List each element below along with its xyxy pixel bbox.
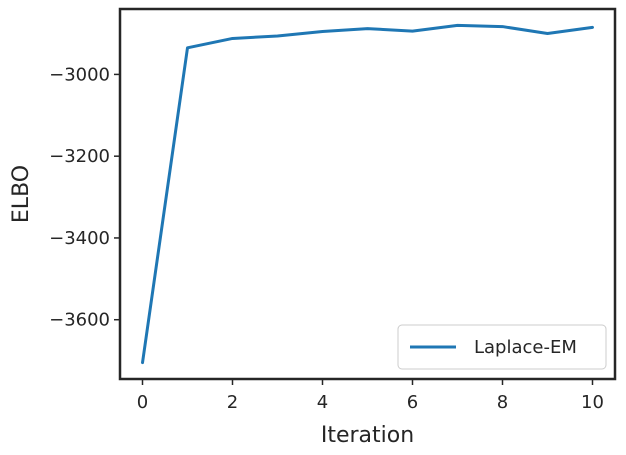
legend: Laplace-EM [397,324,607,370]
series-line-laplace-em [141,23,594,365]
plot-frame [118,7,617,381]
x-tick-label: 8 [497,392,508,413]
y-axis-label: ELBO [9,165,34,223]
x-tick-label: 0 [137,392,148,413]
y-tick-label: −3400 [49,228,110,249]
x-tick-label: 10 [581,392,604,413]
ticks-layer: 0 2 4 6 8 10 −3600 −3400 −3200 −3000 [49,64,604,413]
series-layer [141,23,594,365]
x-axis-label: Iteration [321,423,414,448]
y-tick-label: −3000 [49,64,110,85]
x-tick-label: 6 [407,392,418,413]
legend-box [397,324,607,370]
x-tick-label: 2 [227,392,238,413]
legend-series-label: Laplace-EM [474,337,577,358]
x-tick-label: 4 [317,392,328,413]
y-tick-label: −3200 [49,146,110,167]
y-tick-label: −3600 [49,310,110,331]
